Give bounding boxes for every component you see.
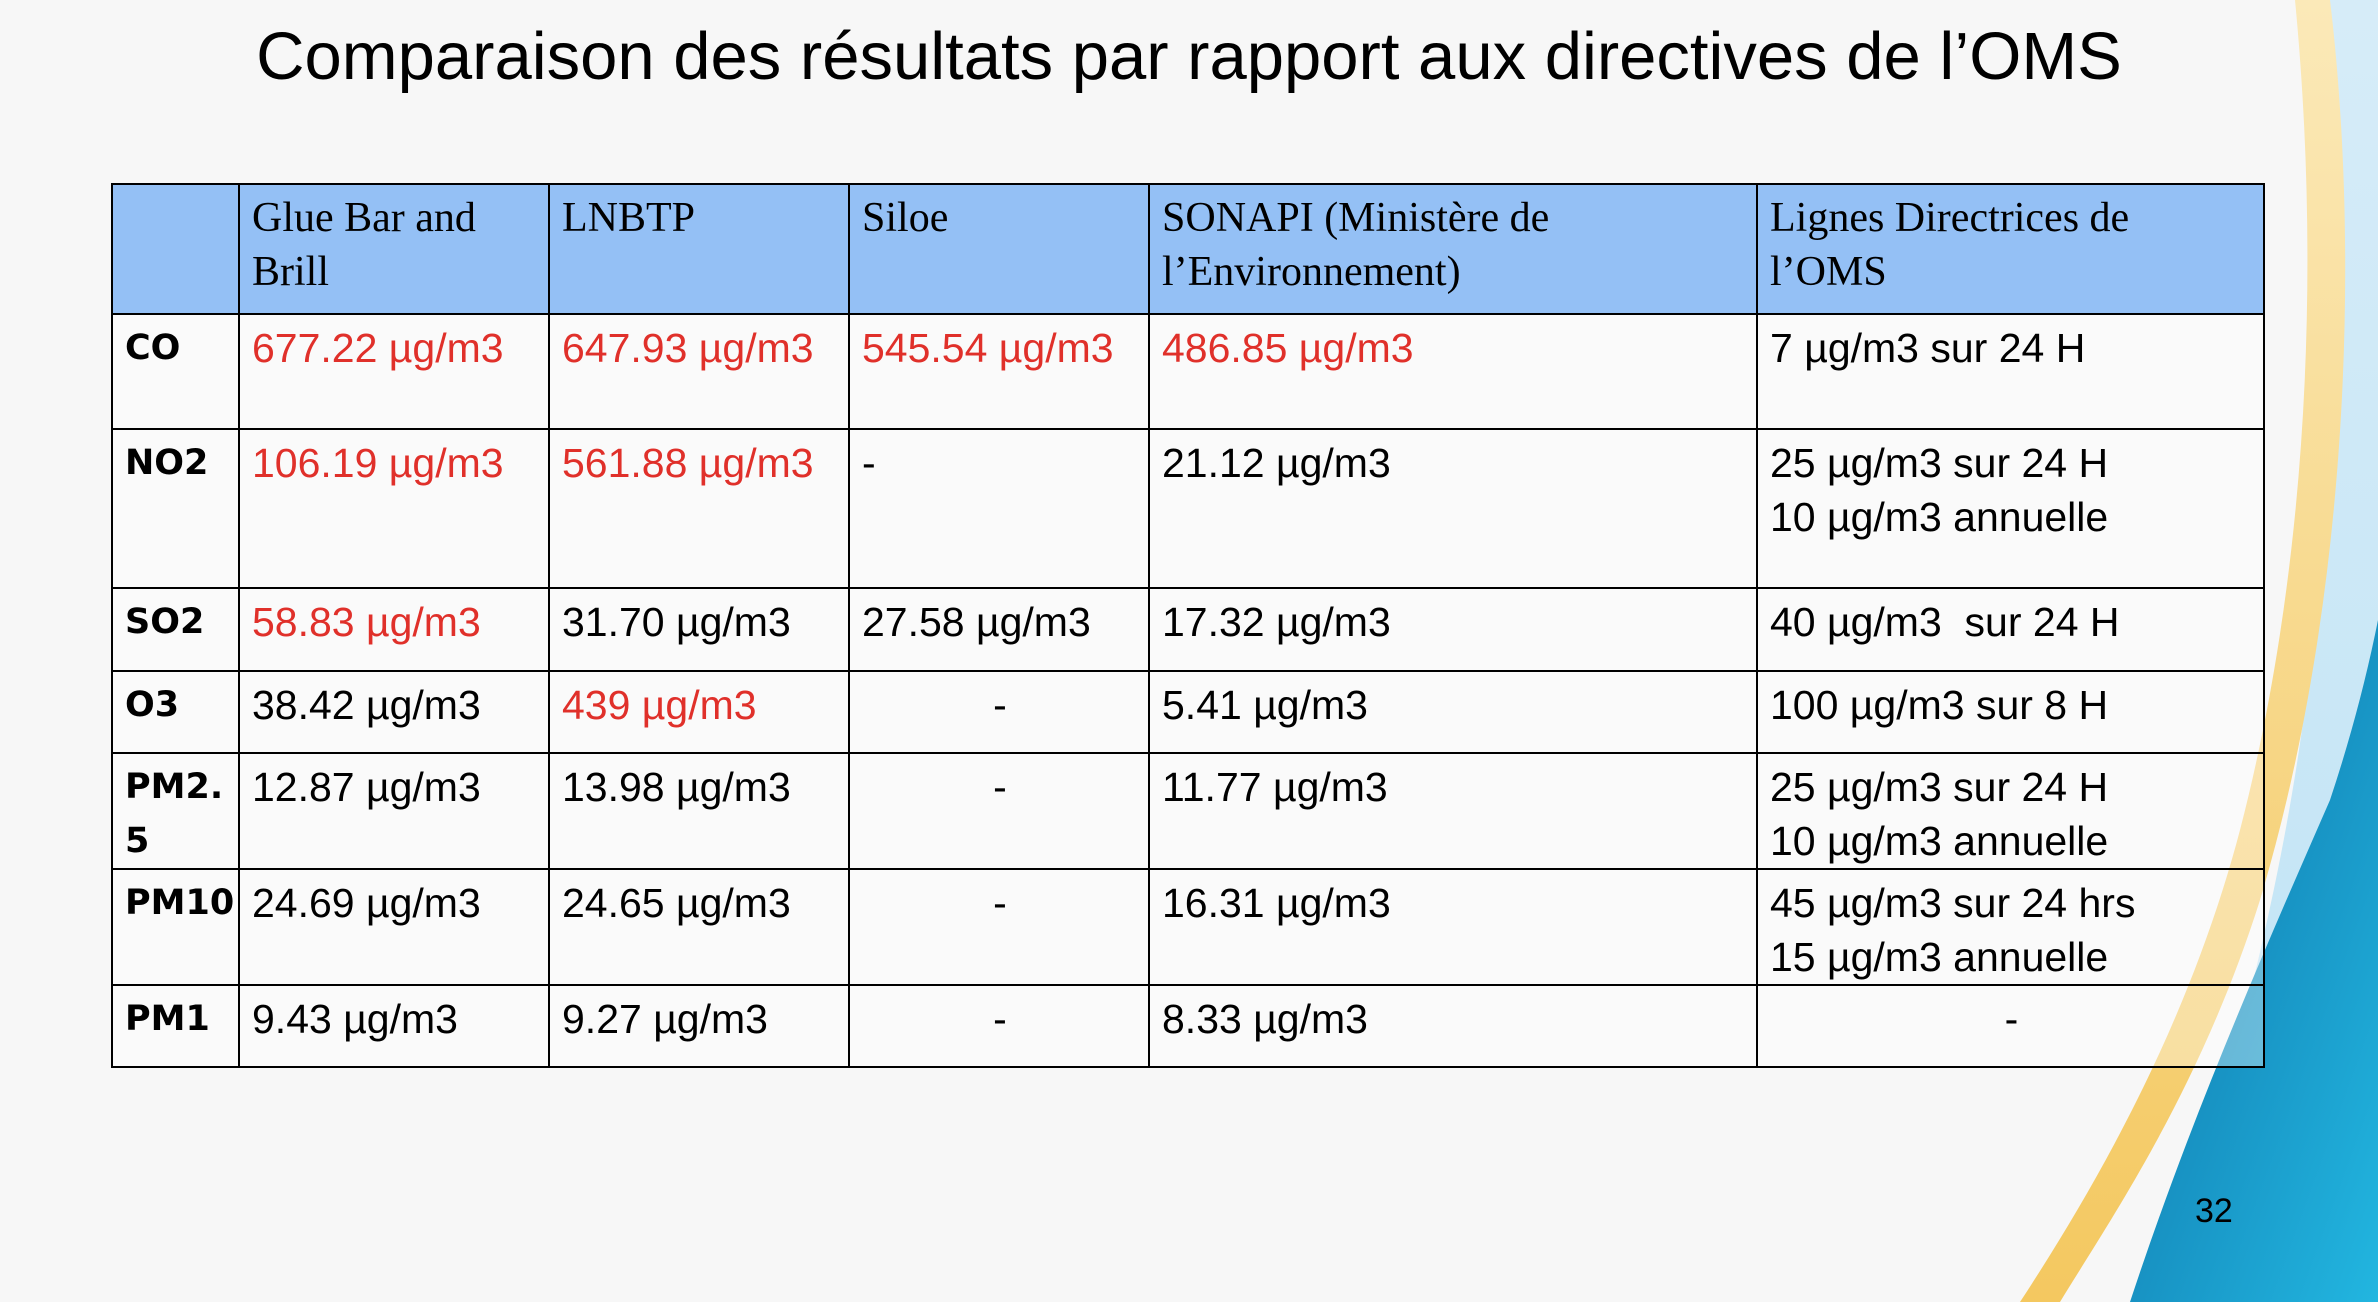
value-cell-sonapi: 11.77 µg/m3 — [1148, 752, 1758, 870]
oms-guideline-line: 25 µg/m3 sur 24 H — [1770, 764, 2109, 810]
value-cell-siloe: - — [848, 984, 1150, 1068]
header-lnbtp: LNBTP — [548, 183, 850, 315]
pollutant-cell: NO2 — [111, 428, 240, 589]
value-cell-lnbtp: 24.65 µg/m3 — [548, 868, 850, 986]
value-cell-oms: 7 µg/m3 sur 24 H — [1756, 313, 2265, 430]
comparison-table: Glue Bar and Brill LNBTP Siloe SONAPI (M… — [111, 183, 2265, 1068]
value-cell-glue: 677.22 µg/m3 — [238, 313, 550, 430]
pollutant-cell: CO — [111, 313, 240, 430]
header-glue-bar-and-brill: Glue Bar and Brill — [238, 183, 550, 315]
value-cell-glue: 12.87 µg/m3 — [238, 752, 550, 870]
oms-guideline-line: 100 µg/m3 sur 8 H — [1770, 682, 2109, 728]
table-row: PM10 24.69 µg/m3 24.65 µg/m3 - 16.31 µg/… — [111, 868, 2265, 986]
pollutant-cell: O3 — [111, 670, 240, 754]
value-cell-glue: 24.69 µg/m3 — [238, 868, 550, 986]
table-header-row: Glue Bar and Brill LNBTP Siloe SONAPI (M… — [111, 183, 2265, 315]
pollutant-cell: SO2 — [111, 587, 240, 672]
table-row: PM2.5 12.87 µg/m3 13.98 µg/m3 - 11.77 µg… — [111, 752, 2265, 870]
value-cell-oms: - — [1756, 984, 2265, 1068]
pollutant-cell: PM2.5 — [111, 752, 240, 870]
oms-guideline-line: 10 µg/m3 annuelle — [1770, 494, 2109, 540]
value-cell-lnbtp: 561.88 µg/m3 — [548, 428, 850, 589]
value-cell-oms: 100 µg/m3 sur 8 H — [1756, 670, 2265, 754]
value-cell-siloe: - — [848, 868, 1150, 986]
table-row: PM1 9.43 µg/m3 9.27 µg/m3 - 8.33 µg/m3 - — [111, 984, 2265, 1068]
value-cell-sonapi: 5.41 µg/m3 — [1148, 670, 1758, 754]
value-cell-glue: 58.83 µg/m3 — [238, 587, 550, 672]
value-cell-oms: 25 µg/m3 sur 24 H 10 µg/m3 annuelle — [1756, 428, 2265, 589]
value-cell-sonapi: 8.33 µg/m3 — [1148, 984, 1758, 1068]
value-cell-siloe: - — [848, 752, 1150, 870]
header-siloe: Siloe — [848, 183, 1150, 315]
value-cell-oms: 45 µg/m3 sur 24 hrs 15 µg/m3 annuelle — [1756, 868, 2265, 986]
value-cell-lnbtp: 9.27 µg/m3 — [548, 984, 850, 1068]
header-sonapi: SONAPI (Ministère de l’Environnement) — [1148, 183, 1758, 315]
value-cell-siloe: - — [848, 670, 1150, 754]
oms-guideline-line: 10 µg/m3 annuelle — [1770, 818, 2109, 864]
header-corner — [111, 183, 240, 315]
oms-guideline-line: 40 µg/m3 sur 24 H — [1770, 599, 2120, 645]
pollutant-cell: PM1 — [111, 984, 240, 1068]
pollutant-cell: PM10 — [111, 868, 240, 986]
decor-blue-swoosh — [2130, 620, 2378, 1302]
oms-guideline-line: 7 µg/m3 sur 24 H — [1770, 325, 2086, 371]
value-cell-oms: 40 µg/m3 sur 24 H — [1756, 587, 2265, 672]
table-row: SO2 58.83 µg/m3 31.70 µg/m3 27.58 µg/m3 … — [111, 587, 2265, 672]
value-cell-siloe: 27.58 µg/m3 — [848, 587, 1150, 672]
value-cell-siloe: 545.54 µg/m3 — [848, 313, 1150, 430]
header-oms-guidelines: Lignes Directrices de l’OMS — [1756, 183, 2265, 315]
oms-guideline-line: 25 µg/m3 sur 24 H — [1770, 440, 2109, 486]
value-cell-sonapi: 17.32 µg/m3 — [1148, 587, 1758, 672]
table-row: O3 38.42 µg/m3 439 µg/m3 - 5.41 µg/m3 10… — [111, 670, 2265, 754]
value-cell-lnbtp: 647.93 µg/m3 — [548, 313, 850, 430]
value-cell-oms: 25 µg/m3 sur 24 H 10 µg/m3 annuelle — [1756, 752, 2265, 870]
value-cell-lnbtp: 439 µg/m3 — [548, 670, 850, 754]
page-number: 32 — [2195, 1192, 2233, 1230]
oms-guideline-line: 45 µg/m3 sur 24 hrs — [1770, 880, 2136, 926]
oms-guideline-line: - — [2004, 996, 2019, 1042]
value-cell-siloe: - — [848, 428, 1150, 589]
table-row: CO 677.22 µg/m3 647.93 µg/m3 545.54 µg/m… — [111, 313, 2265, 430]
table-row: NO2 106.19 µg/m3 561.88 µg/m3 - 21.12 µg… — [111, 428, 2265, 589]
value-cell-glue: 106.19 µg/m3 — [238, 428, 550, 589]
value-cell-lnbtp: 13.98 µg/m3 — [548, 752, 850, 870]
value-cell-lnbtp: 31.70 µg/m3 — [548, 587, 850, 672]
value-cell-glue: 9.43 µg/m3 — [238, 984, 550, 1068]
oms-guideline-line: 15 µg/m3 annuelle — [1770, 934, 2109, 980]
slide-title: Comparaison des résultats par rapport au… — [256, 19, 2122, 94]
value-cell-sonapi: 21.12 µg/m3 — [1148, 428, 1758, 589]
value-cell-sonapi: 16.31 µg/m3 — [1148, 868, 1758, 986]
value-cell-sonapi: 486.85 µg/m3 — [1148, 313, 1758, 430]
value-cell-glue: 38.42 µg/m3 — [238, 670, 550, 754]
